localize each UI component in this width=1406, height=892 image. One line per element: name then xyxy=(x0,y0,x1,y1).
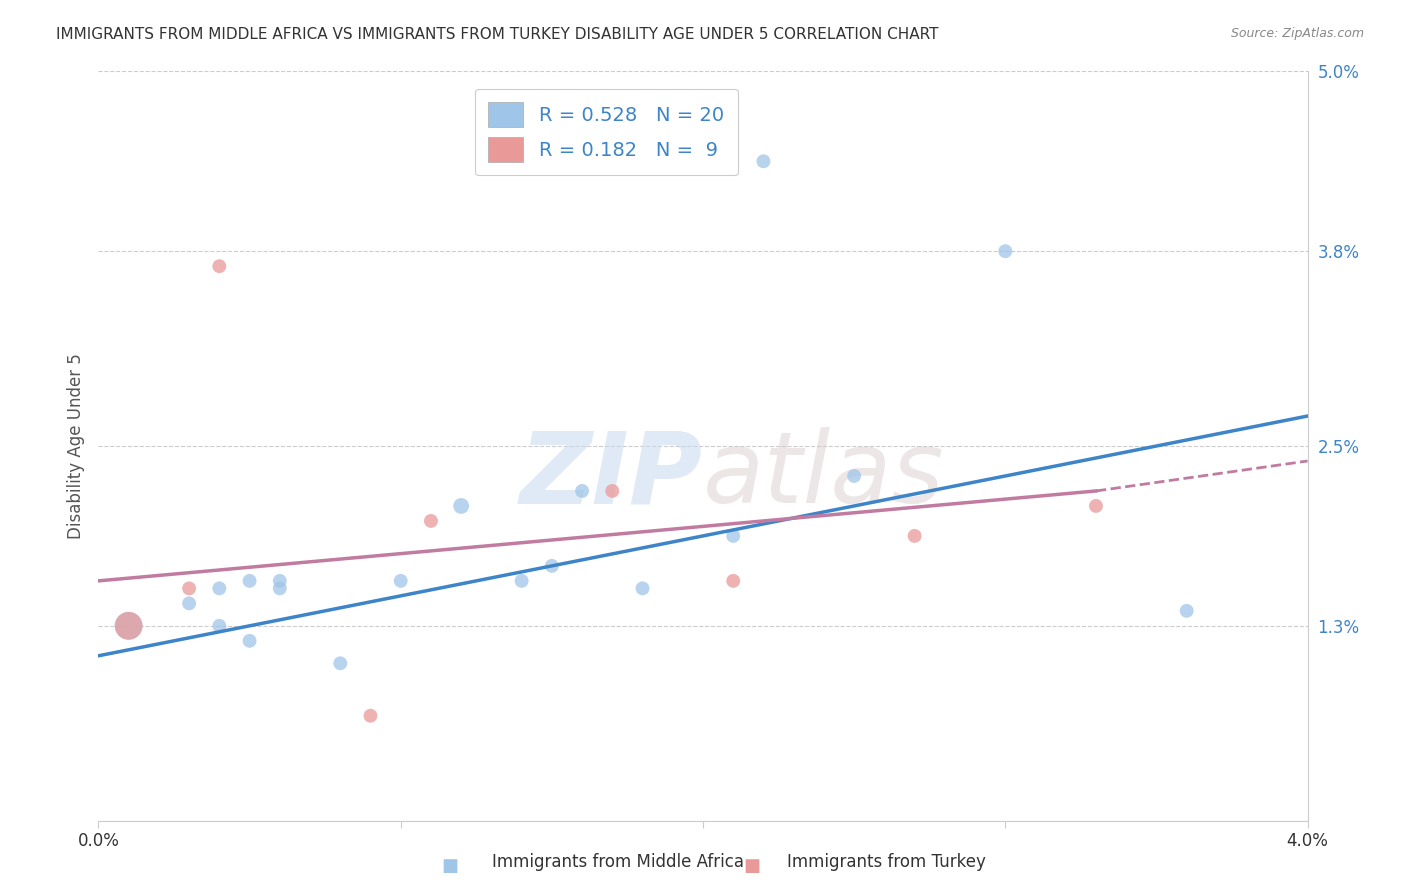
Point xyxy=(571,483,593,498)
Point xyxy=(269,582,291,596)
Point xyxy=(752,154,775,169)
Point xyxy=(179,596,201,610)
Text: ■: ■ xyxy=(441,857,458,875)
Point xyxy=(723,574,745,588)
Text: Immigrants from Turkey: Immigrants from Turkey xyxy=(787,853,986,871)
Point xyxy=(389,574,412,588)
Text: IMMIGRANTS FROM MIDDLE AFRICA VS IMMIGRANTS FROM TURKEY DISABILITY AGE UNDER 5 C: IMMIGRANTS FROM MIDDLE AFRICA VS IMMIGRA… xyxy=(56,27,939,42)
Text: atlas: atlas xyxy=(703,427,945,524)
Point xyxy=(269,574,291,588)
Point xyxy=(118,619,141,633)
Point xyxy=(994,244,1017,259)
Point xyxy=(602,483,624,498)
Point xyxy=(239,574,262,588)
Point xyxy=(844,469,866,483)
Point xyxy=(208,582,231,596)
Point xyxy=(1175,604,1198,618)
Point xyxy=(118,619,141,633)
Point xyxy=(723,529,745,543)
Point xyxy=(1085,499,1108,513)
Text: ZIP: ZIP xyxy=(520,427,703,524)
Text: Source: ZipAtlas.com: Source: ZipAtlas.com xyxy=(1230,27,1364,40)
Point xyxy=(208,619,231,633)
Y-axis label: Disability Age Under 5: Disability Age Under 5 xyxy=(66,353,84,539)
Legend: R = 0.528   N = 20, R = 0.182   N =  9: R = 0.528 N = 20, R = 0.182 N = 9 xyxy=(475,88,738,176)
Text: ■: ■ xyxy=(744,857,761,875)
Text: Immigrants from Middle Africa: Immigrants from Middle Africa xyxy=(492,853,744,871)
Point xyxy=(329,657,352,671)
Point xyxy=(360,708,382,723)
Point xyxy=(904,529,927,543)
Point xyxy=(450,499,472,513)
Point xyxy=(179,582,201,596)
Point xyxy=(510,574,533,588)
Point xyxy=(208,259,231,273)
Point xyxy=(239,633,262,648)
Point xyxy=(540,558,562,573)
Point xyxy=(631,582,654,596)
Point xyxy=(420,514,443,528)
